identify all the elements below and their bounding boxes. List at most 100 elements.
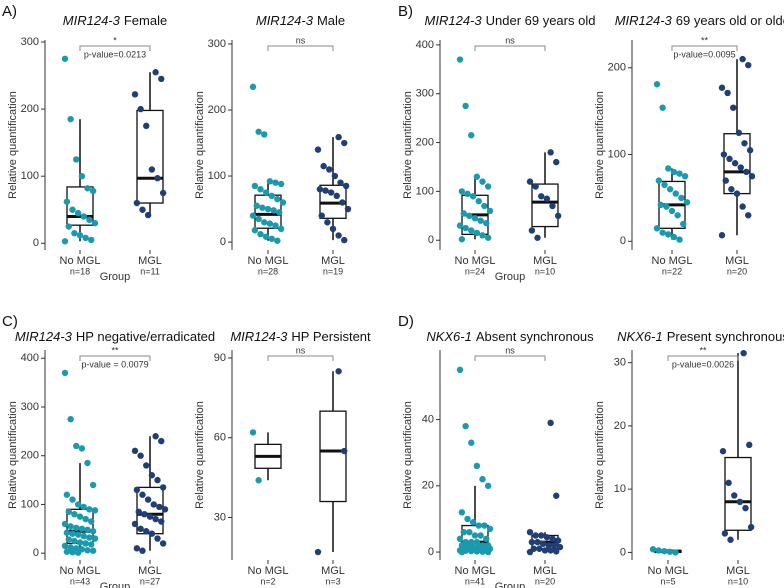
y-tick-label: 90 [214, 352, 226, 364]
group-size: n=11 [140, 266, 160, 276]
chart-title: MIR124-3 Under 69 years old [425, 13, 596, 28]
significance: ns [505, 345, 515, 355]
point [342, 182, 350, 190]
point [131, 447, 139, 455]
x-tick-label: MGL [321, 255, 345, 267]
point [261, 219, 268, 226]
panel-label: B) [398, 3, 413, 20]
point [721, 530, 729, 537]
point [266, 220, 274, 227]
y-tick-label: 100 [21, 170, 39, 182]
point [63, 198, 71, 205]
y-tick-label: 400 [21, 352, 39, 364]
point [322, 187, 329, 194]
point [468, 439, 475, 446]
group-size: n=41 [465, 576, 485, 586]
point [674, 212, 681, 219]
chart-title: MIR124-3 HP negative/erradicated [15, 329, 215, 344]
y-tick-label: 30 [214, 511, 226, 523]
point [255, 128, 262, 135]
point [61, 542, 69, 550]
point [137, 105, 144, 113]
y-tick-label: 20 [614, 420, 626, 432]
point [739, 203, 746, 210]
point [543, 533, 551, 541]
point [486, 525, 494, 533]
point [158, 437, 165, 445]
significance-bracket [267, 355, 334, 361]
significance-bracket [474, 355, 546, 361]
x-axis-label: Group [495, 271, 526, 283]
y-tick-label: 40 [422, 413, 434, 425]
point [719, 448, 727, 455]
point [69, 549, 76, 556]
y-tick-label: 0 [620, 546, 626, 558]
point [745, 212, 752, 219]
point [320, 162, 327, 170]
point [481, 202, 488, 210]
point [65, 508, 72, 515]
point [553, 548, 560, 555]
point [255, 215, 262, 223]
point [80, 213, 87, 220]
point [661, 547, 668, 555]
point [67, 115, 74, 123]
point [543, 195, 551, 202]
x-axis-label: Group [495, 581, 526, 588]
point [670, 233, 678, 241]
point [473, 462, 481, 470]
point [86, 216, 93, 224]
point [139, 206, 146, 213]
x-tick-label: No MGL [60, 565, 101, 577]
point [148, 530, 156, 537]
point [740, 349, 747, 357]
y-tick-label: 400 [416, 39, 434, 51]
point [69, 530, 76, 537]
panel-label: D) [398, 313, 414, 330]
y-tick-label: 200 [608, 62, 626, 74]
point [553, 158, 560, 166]
x-axis-label: Group [100, 581, 131, 588]
point [547, 547, 554, 554]
point [272, 222, 279, 229]
title-gene: NKX6-1 [617, 329, 663, 344]
point [473, 538, 481, 546]
point [272, 179, 279, 186]
point [152, 69, 159, 76]
point [718, 232, 726, 239]
point [722, 177, 729, 184]
point [479, 232, 486, 239]
point [532, 532, 539, 539]
point [159, 540, 167, 547]
point [551, 542, 558, 549]
point [73, 442, 80, 450]
point [139, 491, 146, 498]
point [337, 179, 344, 186]
group-size: n=10 [535, 266, 555, 276]
x-tick-label: MGL [138, 255, 162, 267]
point [547, 149, 554, 156]
point [458, 509, 466, 516]
point [89, 187, 97, 195]
point [82, 515, 89, 523]
point [747, 523, 755, 531]
significance-bracket [667, 355, 739, 361]
point [324, 219, 331, 226]
point [460, 528, 467, 536]
point [69, 206, 76, 213]
point [268, 192, 275, 200]
point [479, 475, 486, 483]
point [659, 229, 666, 236]
point [61, 55, 69, 62]
point [249, 429, 257, 436]
point [76, 539, 84, 546]
title-gene: MIR124-3 [256, 13, 314, 28]
point [74, 209, 82, 217]
panel-label: A) [2, 3, 17, 20]
point [274, 237, 281, 244]
point [736, 498, 744, 506]
point [266, 178, 274, 185]
y-tick-label: 30 [614, 357, 626, 369]
point [733, 190, 741, 197]
point [539, 540, 547, 547]
